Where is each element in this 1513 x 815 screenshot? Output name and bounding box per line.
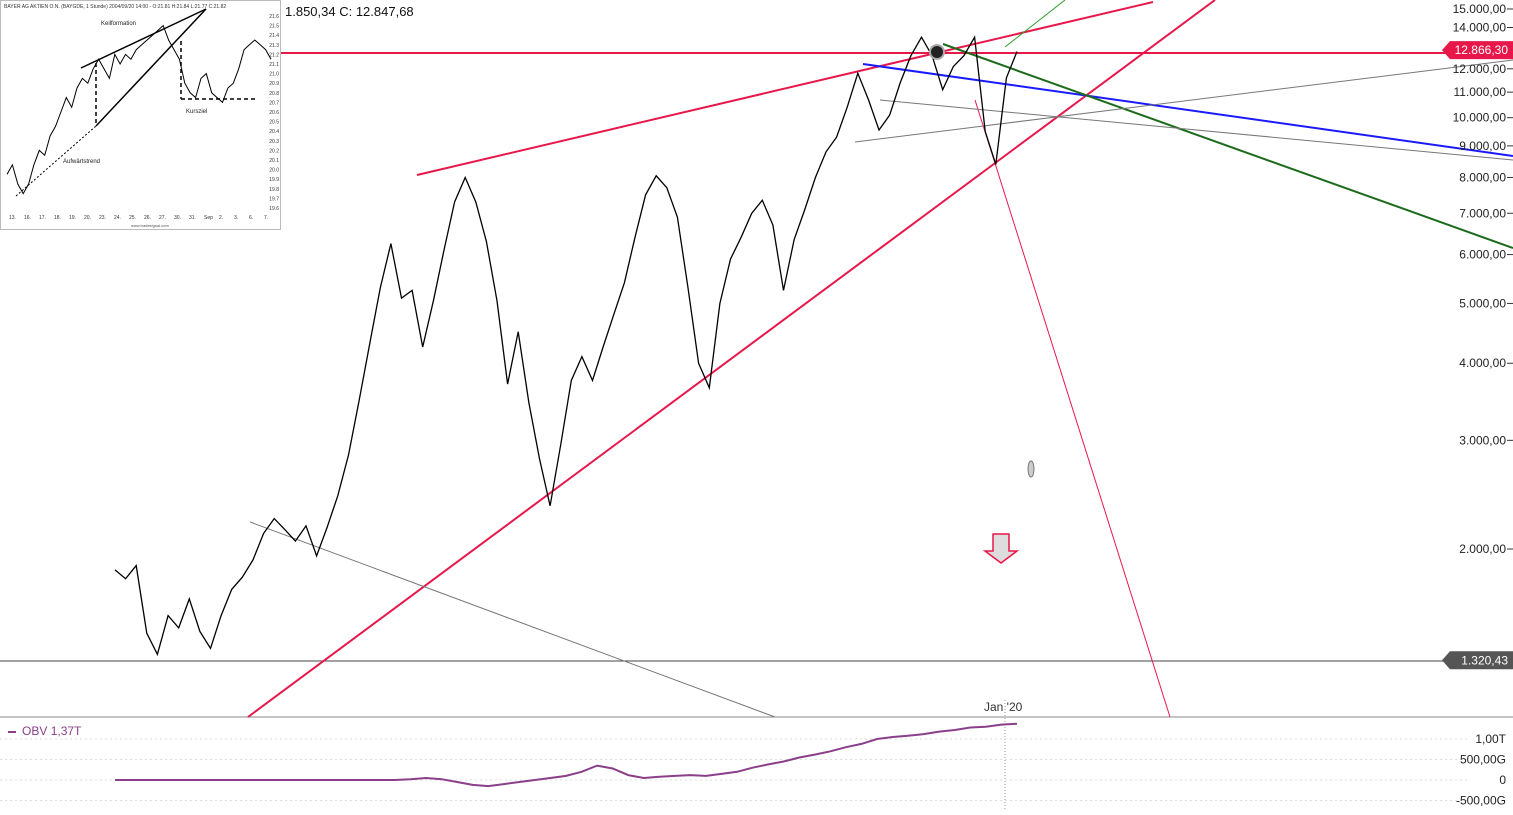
inset-y-tick: 21.1 <box>269 62 279 68</box>
obv-legend: OBV 1,37T <box>8 724 81 738</box>
y-tick-label: 14.000,00 <box>1453 20 1507 34</box>
y-tick-label: 15.000,00 <box>1453 2 1507 16</box>
inset-x-tick: 7. <box>264 215 268 221</box>
inset-y-tick: 19.7 <box>269 196 279 202</box>
inset-x-tick: 24. <box>114 215 121 221</box>
green-trendline <box>942 43 1513 249</box>
inset-y-tick: 21.3 <box>269 43 279 49</box>
y-tick-label: 5.000,00 <box>1459 296 1506 310</box>
inset-annotation-label: Keilformation <box>101 21 136 27</box>
obv-legend-name: OBV <box>22 724 48 738</box>
inset-x-tick: 20. <box>84 215 91 221</box>
inset-y-tick: 20.1 <box>269 158 279 164</box>
inset-footer: www.tradesignal.com <box>131 223 169 228</box>
obv-y-tick-label: 500,00G <box>1460 753 1506 767</box>
inset-header: BAYER AG AKTIEN O.N. (BAYGDE, 1 Stunde) … <box>4 4 226 10</box>
inset-y-tick: 19.8 <box>269 187 279 193</box>
x-axis-label: Jan '20 <box>984 700 1023 714</box>
inset-x-tick: Sep <box>204 215 213 221</box>
down-arrow-icon <box>982 533 1020 564</box>
inset-x-tick: 26. <box>144 215 151 221</box>
y-tick-label: 2.000,00 <box>1459 542 1506 556</box>
inset-y-tick: 20.7 <box>269 100 279 106</box>
inset-y-tick: 19.9 <box>269 177 279 183</box>
ellipse-marker <box>1027 460 1035 478</box>
inset-wedge-upper <box>80 8 207 69</box>
inset-x-tick: 13. <box>9 215 16 221</box>
ohlc-readout: 1.850,34 C: 12.847,68 <box>285 4 414 19</box>
inset-x-tick: 30. <box>174 215 181 221</box>
inset-y-tick: 20.2 <box>269 148 279 154</box>
price-marker-tag <box>1442 41 1513 60</box>
inset-y-tick: 20.3 <box>269 139 279 145</box>
inset-x-tick: 6. <box>249 215 253 221</box>
inset-y-tick: 19.6 <box>269 206 279 212</box>
obv-y-tick-label: 0 <box>1499 773 1506 787</box>
grey-upper-line <box>854 59 1513 143</box>
inset-y-tick: 21.5 <box>269 24 279 30</box>
inset-y-tick: 20.5 <box>269 120 279 126</box>
inset-x-tick: 27. <box>159 215 166 221</box>
y-tick-label: 3.000,00 <box>1459 433 1506 447</box>
inset-x-tick: 16. <box>24 215 31 221</box>
grey-middle-line <box>879 99 1513 161</box>
support-trendline <box>247 0 1216 718</box>
inset-chart: BAYER AG AKTIEN O.N. (BAYGDE, 1 Stunde) … <box>0 0 281 230</box>
y-tick-label: 6.000,00 <box>1459 248 1506 262</box>
inset-x-tick: 19. <box>69 215 76 221</box>
y-tick-label: 10.000,00 <box>1453 111 1507 125</box>
obv-series-line <box>115 722 1018 788</box>
y-tick-label: 12.000,00 <box>1453 62 1507 76</box>
inset-x-tick: 3. <box>234 215 238 221</box>
inset-wedge-lower <box>95 8 207 127</box>
peak-marker <box>929 44 945 60</box>
inset-y-tick: 21.4 <box>269 33 279 39</box>
inset-price-line <box>6 24 272 195</box>
inset-x-tick: 17. <box>39 215 46 221</box>
obv-legend-swatch <box>8 730 16 733</box>
inset-uptrend-line <box>15 125 97 197</box>
resistance-trendline <box>416 1 1154 176</box>
price-series-line <box>114 35 1018 657</box>
inset-y-tick: 20.8 <box>269 91 279 97</box>
y-tick-label: 4.000,00 <box>1459 356 1506 370</box>
inset-chart-svg: BAYER AG AKTIEN O.N. (BAYGDE, 1 Stunde) … <box>4 4 279 228</box>
inset-y-tick: 21.2 <box>269 52 279 58</box>
price-marker-label: 1.320,43 <box>1461 653 1508 667</box>
price-marker-label: 12.866,30 <box>1455 43 1509 57</box>
y-tick-label: 7.000,00 <box>1459 206 1506 220</box>
y-tick-label: 9.000,00 <box>1459 139 1506 153</box>
inset-x-tick: 25. <box>129 215 136 221</box>
inset-annotation-label: Aufwärtstrend <box>63 159 100 165</box>
obv-y-tick-label: -500,00G <box>1456 794 1506 808</box>
inset-y-tick: 20.0 <box>269 168 279 174</box>
steep-downtrend-line <box>974 99 1171 718</box>
y-tick-label: 8.000,00 <box>1459 170 1506 184</box>
blue-trendline <box>862 63 1513 157</box>
inset-x-tick: 2. <box>219 215 223 221</box>
grey-lower-line <box>249 521 776 718</box>
green-thin-line <box>1004 0 1066 48</box>
inset-x-tick: 23. <box>99 215 106 221</box>
inset-x-tick: 18. <box>54 215 61 221</box>
obv-legend-value: 1,37T <box>50 724 82 738</box>
inset-annotation-label: Kursziel <box>186 109 207 115</box>
inset-y-tick: 21.0 <box>269 72 279 78</box>
inset-y-tick: 20.4 <box>269 129 279 135</box>
y-tick-label: 11.000,00 <box>1454 85 1507 99</box>
obv-y-tick-label: 1,00T <box>1475 732 1506 746</box>
inset-y-tick: 20.9 <box>269 81 279 87</box>
inset-x-tick: 31. <box>189 215 196 221</box>
inset-y-tick: 21.6 <box>269 14 279 20</box>
price-marker-tag <box>1442 651 1513 670</box>
inset-y-tick: 20.6 <box>269 110 279 116</box>
